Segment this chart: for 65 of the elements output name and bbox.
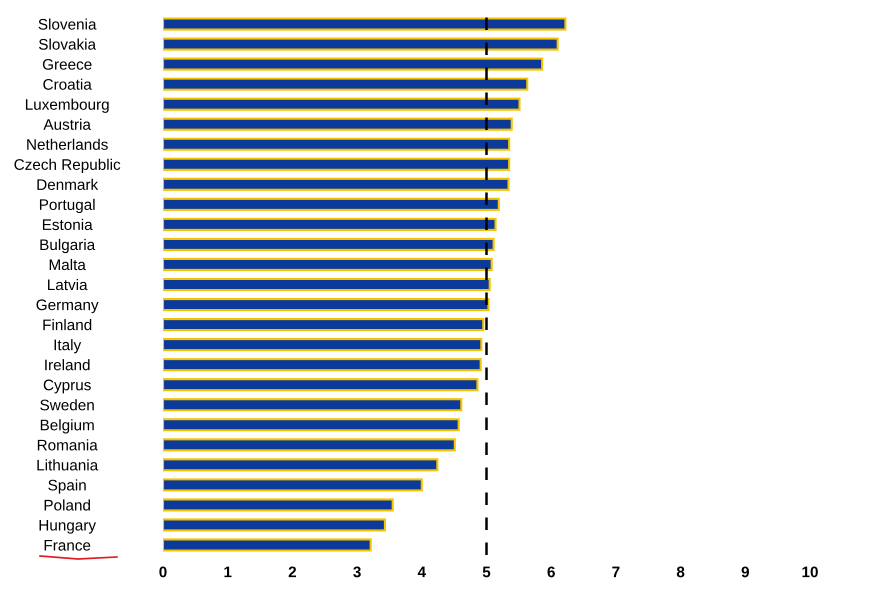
x-tick-label: 8 [676,566,684,578]
bar [163,218,497,231]
bar [163,438,456,452]
y-tick-label: France [44,540,90,551]
y-tick-label: Romania [38,439,98,450]
bar [163,378,478,392]
y-tick-label: Belgium [40,419,94,434]
bar [163,318,484,332]
bar [163,478,423,492]
y-tick-label: Germany [36,299,99,314]
x-tick-label: 0 [159,566,167,578]
bar [163,138,510,151]
y-tick-label: Italy [54,339,82,354]
bar [163,98,521,111]
y-tick-label: Denmark [37,178,98,190]
y-tick-label: Cyprus [44,380,91,394]
y-tick-label: Sweden [40,399,94,410]
bar [163,38,559,51]
y-tick-label: Greece [42,58,92,70]
bar [163,238,495,251]
bar [163,58,544,71]
bar [163,358,482,372]
bar [163,198,500,211]
x-tick-label: 2 [288,566,296,578]
bar [163,118,513,131]
x-tick-label: 9 [742,566,749,578]
y-tick-label: Lithuania [37,459,98,471]
bar [163,538,372,552]
x-tick-label: 7 [612,566,620,578]
y-tick-label: Finland [43,319,92,330]
x-tick-label: 4 [418,566,426,578]
y-tick-label: Portugal [40,198,95,214]
bar [163,78,528,91]
y-tick-label: Croatia [43,78,92,90]
bar [163,458,438,472]
x-tick-label: 1 [224,566,232,578]
y-tick-label: Czech Republic [14,158,120,173]
bar [163,278,491,292]
bar [163,338,482,352]
y-tick-label: Netherlands [27,138,108,150]
bar [163,518,386,532]
y-tick-label: Malta [50,258,86,270]
bar [163,178,510,191]
bar [163,17,566,31]
y-tick-label: Estonia [42,218,93,230]
x-tick-label: 6 [548,566,555,578]
x-tick-label: 10 [802,566,818,578]
x-tick-label: 5 [482,566,490,578]
y-tick-label: Spain [48,479,86,494]
x-tick-label: 3 [353,566,361,578]
bar [163,258,493,272]
bar [163,398,462,412]
y-tick-label: Slovenia [38,18,96,30]
y-tick-label: Bulgaria [40,238,96,254]
bar [163,418,460,432]
y-tick-label: Slovakia [38,38,96,50]
bar [163,498,394,512]
bar [163,158,510,171]
y-tick-label: Ireland [45,359,90,370]
y-tick-label: Luxembourg [26,98,109,113]
y-tick-label: Poland [44,499,90,511]
y-tick-label: Latvia [48,278,88,290]
y-tick-label: Hungary [40,520,96,534]
y-tick-label: Austria [43,118,91,130]
bar [163,298,490,312]
